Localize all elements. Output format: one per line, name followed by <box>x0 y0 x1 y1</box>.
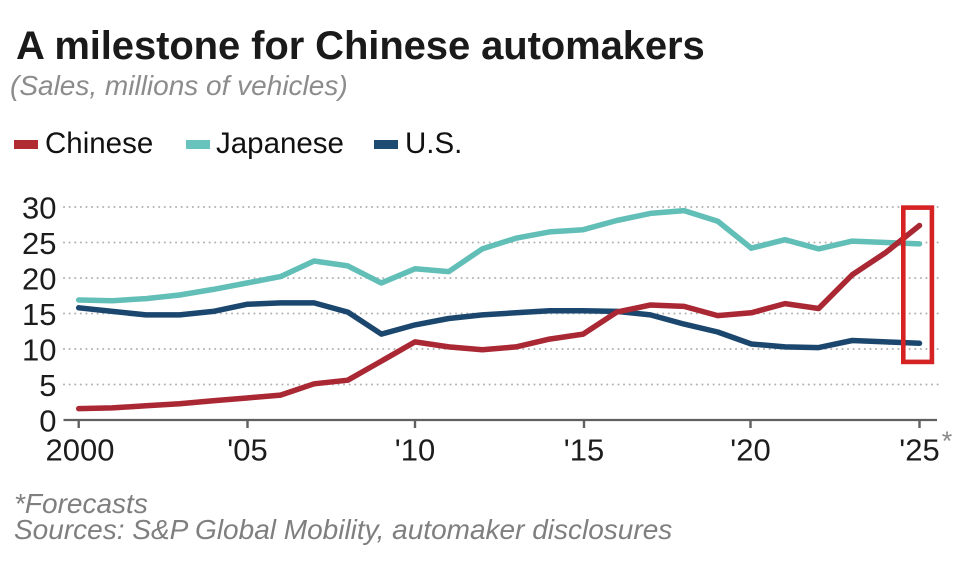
svg-text:25: 25 <box>22 226 56 261</box>
svg-text:'05: '05 <box>227 433 267 468</box>
svg-text:0: 0 <box>39 404 56 439</box>
svg-text:20: 20 <box>22 262 56 297</box>
svg-text:15: 15 <box>22 297 56 332</box>
svg-text:5: 5 <box>39 368 56 403</box>
svg-text:*: * <box>942 426 953 456</box>
svg-text:'25: '25 <box>899 433 939 468</box>
svg-text:30: 30 <box>22 191 56 226</box>
svg-text:'15: '15 <box>564 433 604 468</box>
svg-text:10: 10 <box>22 333 56 368</box>
svg-text:2000: 2000 <box>46 433 115 468</box>
svg-text:'10: '10 <box>395 433 435 468</box>
svg-text:'20: '20 <box>730 433 770 468</box>
